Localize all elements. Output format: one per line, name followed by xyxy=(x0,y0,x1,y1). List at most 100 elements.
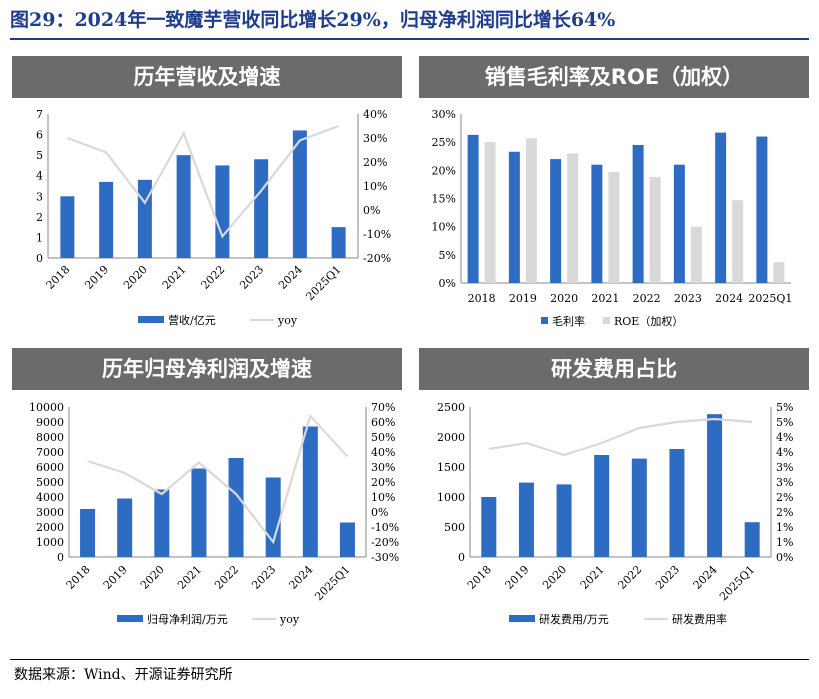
y-right-tick-label: 70% xyxy=(371,401,395,414)
x-tick-label: 2023 xyxy=(674,292,702,305)
legend-label: yoy xyxy=(279,613,300,626)
bar-margin-2021 xyxy=(591,164,603,283)
y-left-tick-label: 5% xyxy=(439,249,456,262)
bar-profit-2025Q1 xyxy=(339,522,355,557)
bar-rd-2020 xyxy=(556,484,572,557)
x-tick-label: 2021 xyxy=(591,292,619,305)
y-left-tick-label: 2500 xyxy=(437,401,465,414)
revenue-chart-header: 历年营收及增速 xyxy=(12,56,402,98)
y-right-tick-label: 30% xyxy=(371,461,395,474)
x-tick-label: 2020 xyxy=(138,563,167,592)
margin-chart: 0% 5% 10% 15% 20% 25% 30% 2018 2019 2020 2021 2022 2… xyxy=(432,108,793,328)
x-tick-label: 2024 xyxy=(715,292,743,305)
legend-bar-swatch xyxy=(509,615,535,622)
y-left-tick-label: 1 xyxy=(36,231,43,244)
bar-rd-2024 xyxy=(707,414,723,557)
bar-revenue-2021 xyxy=(176,155,191,258)
margin-chart-panel: 销售毛利率及ROE（加权） 0% 5% 10% 15% 20% 25% 30% 2018 201… xyxy=(419,56,809,342)
y-right-tick-label: 20% xyxy=(371,476,395,489)
x-tick-label: 2018 xyxy=(468,292,496,305)
line-series-profit xyxy=(87,413,349,545)
bar-profit-2018 xyxy=(80,509,96,557)
x-tick-label: 2023 xyxy=(653,563,682,592)
revenue-chart-panel: 历年营收及增速 0 1 2 3 4 5 6 7 -20% -10% 0% 10% 20% 30% 40% 20… xyxy=(12,56,402,342)
revenue-chart: 0 1 2 3 4 5 6 7 -20% -10% 0% 10% 20% 30% 40% 2018 2019 20… xyxy=(36,108,391,327)
y-right-tick-label: 4% xyxy=(776,431,793,444)
y-right-tick-label: 10% xyxy=(363,180,387,193)
y-left-tick-label: 9000 xyxy=(36,416,64,429)
rd-chart-header: 研发费用占比 xyxy=(419,348,809,390)
bar-profit-2022 xyxy=(228,458,244,557)
y-left-tick-label: 1000 xyxy=(36,536,64,549)
bar-profit-2019 xyxy=(117,498,133,557)
y-left-tick-label: 7 xyxy=(36,108,43,121)
x-tick-label: 2019 xyxy=(82,263,111,292)
legend-label: ROE（加权） xyxy=(614,315,683,328)
x-tick-label: 2022 xyxy=(615,563,644,592)
x-tick-label: 2025Q1 xyxy=(748,292,792,305)
y-right-tick-label: 50% xyxy=(371,431,395,444)
y-left-tick-label: 500 xyxy=(444,521,465,534)
bar-rd-2023 xyxy=(669,449,685,557)
bar-margin-2019 xyxy=(525,138,537,283)
y-right-tick-label: 2% xyxy=(776,491,793,504)
x-tick-label: 2020 xyxy=(121,263,150,292)
bar-profit-2024 xyxy=(302,426,318,557)
bar-profit-2023 xyxy=(265,477,281,557)
rd-chart-panel: 研发费用占比 0 500 1000 1500 2000 2500 0% 1% 1% 2% 2% 3% 3… xyxy=(419,348,809,638)
x-tick-label: 2024 xyxy=(286,563,315,592)
x-tick-label: 2024 xyxy=(276,263,305,292)
bar-margin-2020 xyxy=(550,159,562,283)
x-tick-label: 2022 xyxy=(633,292,661,305)
y-left-tick-label: 5000 xyxy=(36,476,64,489)
bar-profit-2021 xyxy=(191,468,207,557)
x-tick-label: 2025Q1 xyxy=(303,263,343,303)
y-left-tick-label: 0% xyxy=(439,277,456,290)
x-tick-label: 2023 xyxy=(249,563,278,592)
legend-label: 研发费用/万元 xyxy=(539,612,609,626)
legend-bar-swatch xyxy=(541,317,548,324)
y-left-tick-label: 15% xyxy=(432,193,456,206)
margin-chart-header: 销售毛利率及ROE（加权） xyxy=(419,56,809,98)
x-tick-label: 2021 xyxy=(160,263,189,292)
y-right-tick-label: -10% xyxy=(363,228,391,241)
x-tick-label: 2019 xyxy=(101,563,130,592)
y-right-tick-label: 0% xyxy=(363,204,380,217)
y-left-tick-label: 25% xyxy=(432,136,456,149)
bar-revenue-2018 xyxy=(60,196,75,258)
bar-revenue-2024 xyxy=(292,130,307,258)
y-right-tick-label: 1% xyxy=(776,536,793,549)
bar-margin-2018 xyxy=(467,134,479,283)
bar-revenue-2022 xyxy=(215,165,230,258)
source-note: 数据来源：Wind、开源证券研究所 xyxy=(14,667,233,683)
profit-chart: 0 1000 2000 3000 4000 5000 6000 7000 8000 9000 100… xyxy=(29,401,399,626)
y-right-tick-label: 30% xyxy=(363,132,387,145)
x-tick-label: 2025Q1 xyxy=(312,563,352,603)
x-tick-label: 2018 xyxy=(465,563,494,592)
line-series-revenue xyxy=(66,124,340,239)
x-tick-label: 2018 xyxy=(44,263,73,292)
x-tick-label: 2021 xyxy=(175,563,204,592)
y-left-tick-label: 10000 xyxy=(29,401,64,414)
bar-revenue-2025Q1 xyxy=(331,227,346,258)
x-tick-label: 2020 xyxy=(550,292,578,305)
y-right-tick-label: 20% xyxy=(363,156,387,169)
y-left-tick-label: 8000 xyxy=(36,431,64,444)
profit-chart-panel: 历年归母净利润及增速 0 1000 2000 3000 4000 5000 6000 7000… xyxy=(12,348,402,638)
y-right-tick-label: 5% xyxy=(776,401,793,414)
y-right-tick-label: 2% xyxy=(776,506,793,519)
y-left-tick-label: 3000 xyxy=(36,506,64,519)
y-right-tick-label: 0% xyxy=(371,506,388,519)
bar-rd-2019 xyxy=(518,482,534,557)
x-tick-label: 2020 xyxy=(540,563,569,592)
y-left-tick-label: 20% xyxy=(432,164,456,177)
y-right-tick-label: 3% xyxy=(776,461,793,474)
y-right-tick-label: 40% xyxy=(363,108,387,121)
y-left-tick-label: 6 xyxy=(36,129,43,142)
x-tick-label: 2023 xyxy=(237,263,266,292)
y-left-tick-label: 0 xyxy=(36,252,43,265)
y-left-tick-label: 0 xyxy=(458,551,465,564)
y-left-tick-label: 30% xyxy=(432,108,456,121)
bar-revenue-2019 xyxy=(99,181,114,258)
bar-profit-2020 xyxy=(154,489,170,557)
